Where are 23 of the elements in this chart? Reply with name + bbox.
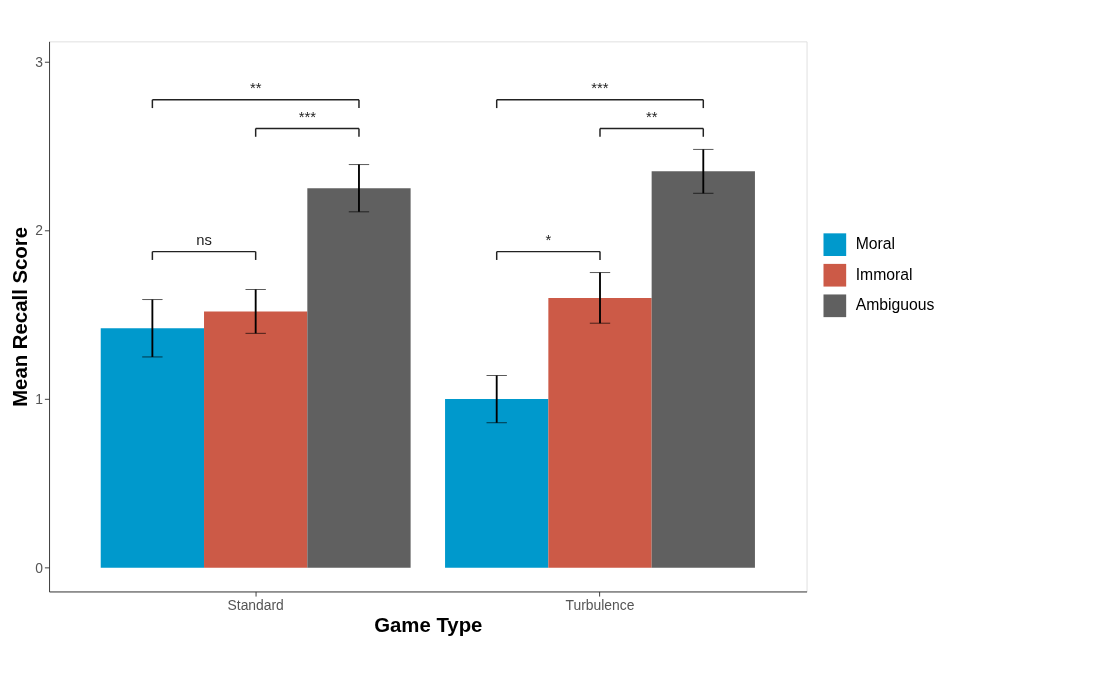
annotation: ns	[196, 232, 212, 249]
legend-label: Ambiguous	[855, 296, 935, 314]
y-tick-label: 1	[35, 391, 44, 408]
bar	[204, 311, 308, 568]
bar	[100, 328, 205, 568]
annotation: **	[249, 80, 262, 97]
x-axis-title: Game Type	[374, 613, 483, 636]
x-tick-label: Standard	[227, 596, 284, 613]
y-tick-label: 2	[35, 222, 44, 239]
bar	[445, 399, 549, 568]
annotation: **	[645, 108, 658, 125]
legend-label: Immoral	[855, 265, 913, 283]
bar	[651, 171, 755, 568]
annotation: *	[545, 232, 552, 249]
y-tick-label: 3	[35, 53, 44, 70]
annotation: ***	[298, 108, 317, 125]
y-axis-title: Mean Recall Score	[9, 226, 31, 407]
annotation: ***	[591, 80, 609, 97]
y-tick-label: 0	[35, 559, 44, 576]
bar	[307, 188, 411, 568]
legend-label: Moral	[855, 235, 896, 253]
x-tick-label: Turbulence	[565, 596, 635, 613]
bar	[548, 297, 652, 568]
